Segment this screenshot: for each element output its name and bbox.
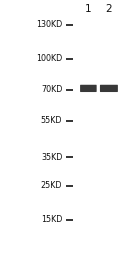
- Text: 1: 1: [85, 4, 92, 14]
- Text: 35KD: 35KD: [41, 153, 62, 162]
- FancyBboxPatch shape: [80, 85, 97, 92]
- Text: 100KD: 100KD: [36, 54, 62, 63]
- Text: 70KD: 70KD: [41, 85, 62, 94]
- Text: 130KD: 130KD: [36, 20, 62, 29]
- Text: 2: 2: [106, 4, 112, 14]
- Text: 55KD: 55KD: [41, 116, 62, 125]
- FancyBboxPatch shape: [100, 85, 118, 92]
- Text: 15KD: 15KD: [41, 215, 62, 224]
- Text: 25KD: 25KD: [41, 181, 62, 190]
